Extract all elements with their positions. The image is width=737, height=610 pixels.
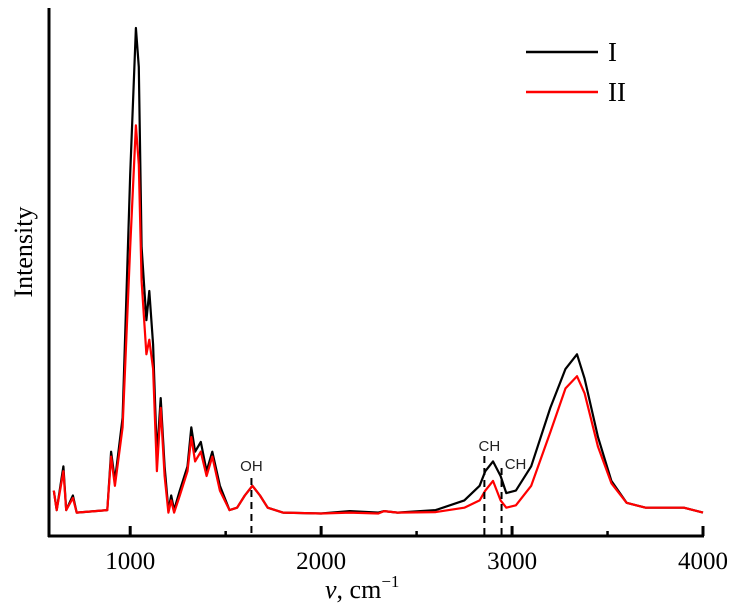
x-tick-label: 4000 — [678, 548, 728, 575]
x-tick-label: 2000 — [296, 548, 346, 575]
legend-item-II: II — [526, 77, 626, 107]
x-axis-title: v, cm−1 — [325, 572, 399, 604]
x-tick-label: 1000 — [105, 548, 155, 575]
legend-label-II: II — [608, 77, 626, 107]
x-axis-ticks: 1000 2000 3000 4000 — [105, 526, 728, 575]
series-line-I — [52, 26, 704, 515]
x-tick-label: 3000 — [487, 548, 537, 575]
x-axis-exponent: −1 — [381, 572, 399, 591]
y-axis-title: Intensity — [9, 207, 38, 298]
legend: I II — [526, 37, 626, 107]
annotation-label-oh: OH — [240, 458, 263, 475]
annotation-label-ch: CH — [505, 456, 527, 473]
legend-item-I: I — [526, 37, 617, 67]
annotation-label-ch: CH — [479, 438, 501, 455]
legend-label-I: I — [608, 37, 617, 67]
x-axis-unit: , cm — [337, 575, 382, 604]
plot-area — [52, 26, 704, 515]
x-axis-symbol: v — [325, 575, 337, 604]
series-line-II — [52, 124, 704, 515]
